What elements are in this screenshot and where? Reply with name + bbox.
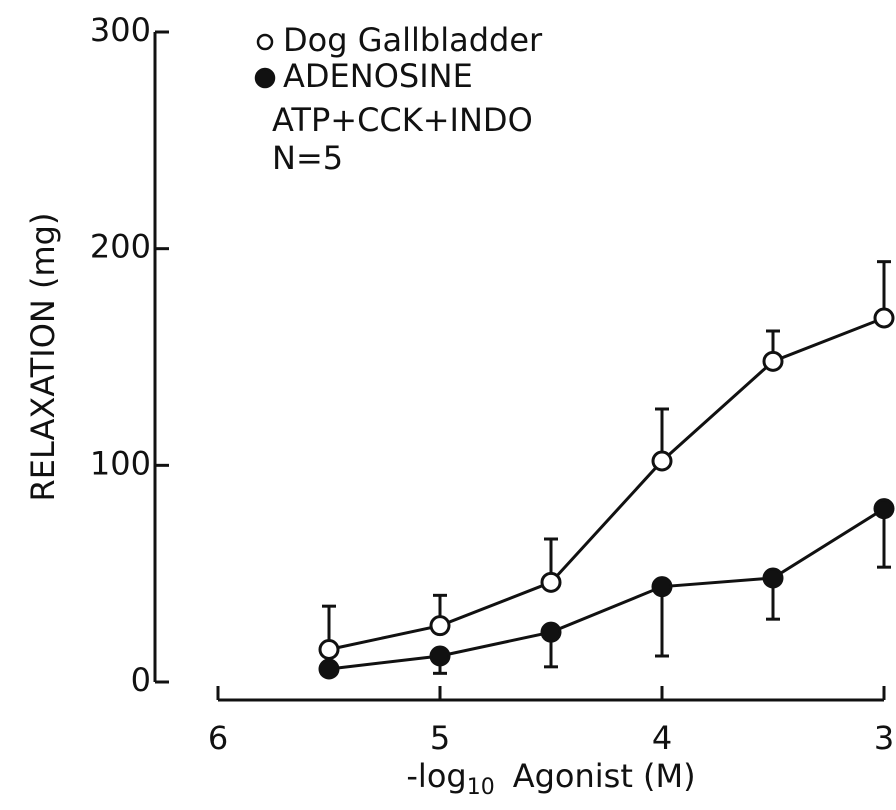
x-tick-label: 4	[652, 719, 672, 757]
data-point	[318, 658, 340, 680]
y-tick-label: 0	[131, 661, 151, 699]
data-point	[651, 450, 673, 472]
legend-label: Dog Gallbladder	[283, 21, 543, 59]
data-point	[540, 621, 562, 643]
x-label-part: -log	[406, 757, 466, 795]
y-tick-label: 200	[90, 228, 151, 266]
series-line	[328, 507, 885, 671]
data-point	[318, 639, 340, 660]
data-point	[873, 307, 895, 329]
x-tick-label: 3	[874, 719, 894, 757]
x-axis-label: -log10 Agonist (M)	[406, 757, 695, 800]
x-tick-label: 5	[430, 719, 450, 757]
y-axis-label: RELAXATION (mg)	[24, 213, 62, 502]
data-point	[762, 350, 784, 372]
series-line	[328, 316, 885, 651]
data-point	[651, 576, 673, 598]
y-tick-label: 100	[90, 444, 151, 482]
x-label-sub: 10	[467, 775, 495, 800]
data-point	[540, 571, 562, 593]
annotation: ATP+CCK+INDO	[272, 101, 533, 139]
legend-marker	[254, 67, 276, 89]
data-point	[873, 498, 895, 520]
y-tick-label: 300	[90, 11, 151, 49]
legend-label: ADENOSINE	[283, 57, 473, 95]
data-point	[762, 567, 784, 589]
legend-marker	[256, 33, 274, 51]
annotation: N=5	[272, 139, 343, 177]
data-point	[429, 615, 451, 637]
x-tick-label: 6	[208, 719, 228, 757]
data-point	[429, 645, 451, 667]
x-label-part: Agonist (M)	[513, 757, 696, 795]
